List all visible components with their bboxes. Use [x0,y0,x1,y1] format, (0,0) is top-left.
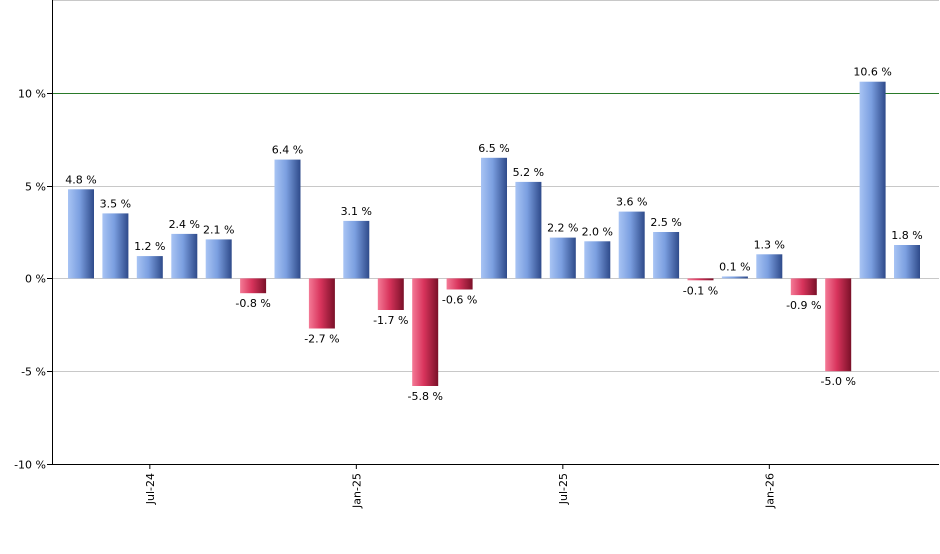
bar-oct-24 [240,278,267,294]
data-label: 2.4 % [169,218,200,231]
x-tick-label: Jan-26 [763,473,776,509]
y-axis-ticks: -10 % -5 % 0 % 5 % 10 % [14,88,52,472]
bar-aug-25 [584,241,611,279]
bar-jun-25 [515,181,542,279]
bar-jan-25 [343,220,370,279]
bar-jul-25 [549,237,576,279]
x-tick-label: Jan-25 [350,473,363,509]
data-label: -0.9 % [786,299,821,312]
bar-feb-26 [790,278,817,296]
bar-feb-25 [377,278,404,310]
data-label: -2.7 % [304,333,339,346]
data-label: 6.4 % [272,144,303,157]
bar-oct-25 [653,232,680,279]
data-label: -0.1 % [683,284,718,297]
data-label: 2.0 % [582,225,613,238]
x-tick-label: Jul-25 [557,473,570,505]
bar-dec-25 [721,276,748,279]
data-label: 1.8 % [891,229,922,242]
data-label: 3.5 % [100,197,131,210]
bar-may-25 [481,157,507,279]
data-label: 4.8 % [65,173,96,186]
data-label: 5.2 % [513,166,544,179]
y-tick-label: -5 % [21,366,46,379]
bar-nov-24 [274,159,301,279]
bar-jun-24 [102,213,129,279]
data-label: 2.1 % [203,223,234,236]
y-tick-label: 0 % [25,273,46,286]
x-axis-ticks: Jul-24 Jan-25 Jul-25 Jan-26 [144,464,776,509]
bar-dec-24 [308,278,335,329]
bar-sep-24 [205,239,232,279]
data-label: -0.6 % [442,294,477,307]
data-label: 2.5 % [650,216,681,229]
bar-may-26 [894,245,920,279]
data-label: 3.1 % [341,205,372,218]
axes [52,0,939,465]
data-label: 2.2 % [547,222,578,235]
data-label: 0.1 % [719,261,750,274]
bar-sep-25 [618,211,645,279]
bar-apr-25 [446,278,473,290]
y-tick-label: -10 % [14,459,46,472]
data-label: -5.0 % [820,375,855,388]
y-tick-label: 10 % [18,88,46,101]
data-label: 3.6 % [616,196,647,209]
data-label: 1.2 % [134,240,165,253]
grid-lines [52,0,939,372]
bars [68,81,920,386]
bar-nov-25 [687,278,714,281]
y-tick-label: 5 % [25,181,46,194]
bar-mar-25 [412,278,439,386]
data-labels: 4.8 % 3.5 % 1.2 % 2.4 % 2.1 % -0.8 % 6.4 % -2.7… [65,66,922,403]
bar-jan-26 [756,254,783,279]
bar-apr-26 [859,81,886,279]
data-label: 10.6 % [853,66,891,79]
bar-jul-24 [136,256,163,279]
data-label: 6.5 % [478,142,509,155]
bar-may-24 [68,189,94,279]
data-label: 1.3 % [754,238,785,251]
x-tick-label: Jul-24 [144,473,157,505]
bar-aug-24 [171,233,198,279]
bar-mar-26 [825,278,852,372]
data-label: -0.8 % [235,297,270,310]
data-label: -1.7 % [373,314,408,327]
data-label: -5.8 % [407,390,442,403]
